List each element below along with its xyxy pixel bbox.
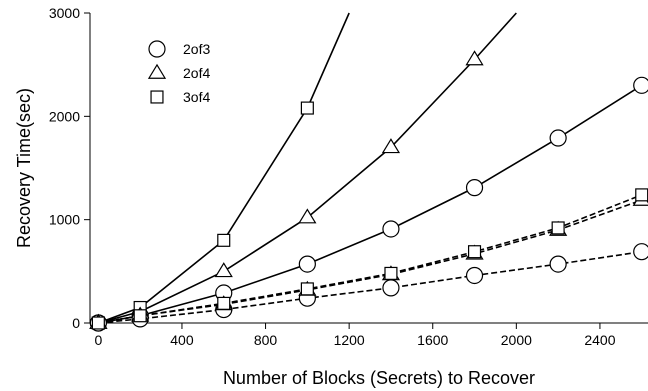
- data-point-circle: [465, 266, 484, 285]
- data-point-circle: [298, 255, 316, 273]
- data-point-triangle: [298, 208, 317, 224]
- legend: 2of3 2of4 3of4: [147, 40, 210, 105]
- series-5-square-dashed: [91, 188, 648, 330]
- legend-item-2of3: 2of3: [148, 40, 210, 58]
- data-point-square: [217, 296, 231, 310]
- series-layer: [89, 12, 648, 332]
- data-point-square: [551, 221, 565, 235]
- data-point-square: [467, 245, 482, 259]
- series-line: [98, 84, 643, 324]
- series-1-triangle-solid: [89, 12, 517, 329]
- data-point-circle: [633, 76, 648, 94]
- data-point-circle: [549, 129, 567, 147]
- x-tick-label: 2400: [584, 332, 615, 348]
- y-tick-label: 1000: [49, 212, 80, 228]
- series-2-square-solid: [91, 12, 350, 330]
- x-axis-label: Number of Blocks (Secrets) to Recover: [223, 368, 535, 388]
- data-point-circle: [549, 255, 567, 273]
- legend-marker-square: [150, 90, 164, 104]
- data-point-circle: [465, 179, 484, 197]
- data-point-square: [300, 101, 314, 115]
- x-tick-label: 1600: [417, 332, 448, 348]
- legend-label: 2of4: [183, 65, 210, 81]
- data-point-square: [384, 266, 398, 280]
- legend-label: 2of3: [183, 41, 210, 57]
- legend-marker-circle: [148, 40, 166, 58]
- legend-label: 3of4: [183, 89, 210, 105]
- x-tick-label: 2000: [501, 332, 532, 348]
- data-point-square: [300, 282, 314, 296]
- data-point-square: [217, 233, 231, 247]
- series-0-circle-solid: [89, 76, 648, 332]
- x-tick-label: 1200: [334, 332, 365, 348]
- data-point-triangle: [214, 262, 233, 278]
- series-3-circle-dashed: [89, 243, 648, 332]
- x-tick-label: 0: [94, 332, 102, 348]
- data-point-triangle: [381, 138, 401, 154]
- data-point-square: [91, 316, 105, 330]
- legend-item-3of4: 3of4: [150, 89, 210, 105]
- data-point-square: [133, 309, 147, 323]
- y-tick-label: 2000: [49, 108, 80, 124]
- data-point-circle: [382, 279, 400, 297]
- axes: 0 1000 2000 3000 0 400 800 1200 1600 2000 2400: [49, 5, 648, 348]
- data-point-triangle: [465, 50, 484, 66]
- x-tick-label: 800: [254, 332, 278, 348]
- data-point-square: [635, 188, 648, 202]
- y-tick-label: 0: [72, 315, 80, 331]
- series-line: [98, 12, 517, 324]
- data-point-circle: [382, 220, 400, 238]
- y-axis-label: Recovery Time(sec): [14, 88, 34, 248]
- series-line: [98, 194, 643, 324]
- data-point-circle: [633, 243, 648, 261]
- legend-item-2of4: 2of4: [147, 63, 210, 81]
- series-line: [98, 250, 642, 324]
- x-tick-label: 400: [170, 332, 194, 348]
- y-tick-label: 3000: [49, 5, 80, 21]
- legend-marker-triangle: [147, 63, 167, 79]
